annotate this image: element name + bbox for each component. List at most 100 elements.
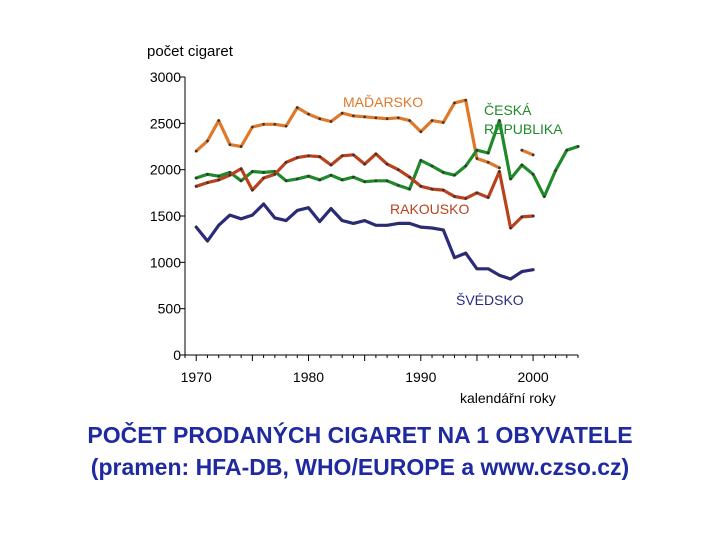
y-tick-label: 1000 bbox=[150, 254, 181, 270]
data-point bbox=[352, 222, 355, 225]
data-point bbox=[352, 153, 355, 157]
data-point bbox=[531, 214, 535, 218]
chart-caption-source: (pramen: HFA-DB, WHO/EUROPE a www.czso.c… bbox=[90, 454, 630, 480]
data-point bbox=[475, 148, 479, 152]
data-point bbox=[498, 274, 501, 277]
data-point bbox=[397, 222, 400, 225]
data-point bbox=[408, 222, 411, 225]
data-point bbox=[509, 177, 512, 181]
series-line-0 bbox=[194, 98, 535, 170]
data-point bbox=[419, 130, 423, 133]
data-point bbox=[475, 191, 479, 195]
data-point bbox=[295, 209, 299, 212]
data-point bbox=[453, 101, 456, 105]
data-point bbox=[239, 217, 243, 221]
data-point bbox=[340, 219, 344, 222]
x-tick-label: 2000 bbox=[518, 369, 549, 385]
data-point bbox=[430, 187, 434, 191]
data-point bbox=[217, 174, 220, 178]
data-point bbox=[194, 149, 198, 153]
series-label: ČESKÁ bbox=[484, 102, 532, 118]
y-tick-label: 1500 bbox=[150, 208, 181, 224]
data-point bbox=[295, 106, 299, 109]
data-point bbox=[340, 178, 344, 182]
data-point bbox=[453, 256, 456, 260]
data-point bbox=[543, 195, 546, 198]
data-point bbox=[464, 251, 468, 255]
data-point bbox=[430, 164, 434, 168]
data-point bbox=[284, 160, 288, 164]
data-point bbox=[464, 98, 468, 102]
data-point bbox=[554, 169, 557, 172]
data-point bbox=[318, 155, 322, 158]
data-point bbox=[363, 219, 366, 222]
data-point bbox=[217, 223, 220, 227]
data-point bbox=[329, 173, 333, 177]
data-point bbox=[520, 215, 524, 219]
data-point bbox=[228, 173, 232, 177]
data-point bbox=[509, 226, 512, 230]
series-label: MAĎARSKO bbox=[343, 94, 423, 110]
data-point bbox=[498, 119, 501, 122]
data-point bbox=[217, 178, 220, 182]
data-point bbox=[565, 148, 569, 152]
data-point bbox=[520, 270, 524, 273]
data-point bbox=[273, 122, 277, 126]
data-point bbox=[430, 119, 434, 122]
data-point bbox=[363, 115, 366, 119]
series-label: REPUBLIKA bbox=[484, 121, 563, 137]
data-point bbox=[251, 170, 254, 173]
data-point bbox=[352, 175, 355, 179]
data-point bbox=[486, 160, 490, 164]
data-point bbox=[385, 179, 389, 183]
data-point bbox=[262, 176, 265, 180]
data-point bbox=[464, 197, 468, 200]
x-tick-label: 1990 bbox=[405, 369, 436, 385]
data-point bbox=[576, 145, 580, 148]
x-tick-label: 1970 bbox=[181, 369, 212, 385]
data-point bbox=[262, 122, 265, 126]
data-point bbox=[307, 154, 310, 158]
series-line-3 bbox=[194, 202, 535, 281]
data-point bbox=[408, 175, 411, 179]
data-point bbox=[453, 173, 456, 177]
y-axis-title: počet cigaret bbox=[147, 43, 233, 60]
y-tick-label: 500 bbox=[158, 301, 182, 317]
data-point bbox=[307, 174, 310, 178]
data-point bbox=[284, 124, 288, 128]
data-point bbox=[206, 139, 209, 143]
data-point bbox=[217, 119, 220, 122]
y-tick-label: 0 bbox=[173, 347, 181, 363]
data-point bbox=[284, 219, 288, 222]
series-label: RAKOUSKO bbox=[390, 201, 469, 217]
data-point bbox=[475, 267, 479, 271]
data-point bbox=[239, 145, 243, 148]
data-point bbox=[194, 225, 198, 229]
data-point bbox=[486, 151, 490, 155]
data-point bbox=[397, 116, 400, 120]
x-axis-title: kalendářní roky bbox=[460, 390, 556, 406]
data-point bbox=[408, 119, 411, 122]
data-point bbox=[374, 116, 378, 120]
data-point bbox=[262, 171, 265, 174]
data-point bbox=[340, 111, 344, 115]
data-point bbox=[340, 154, 344, 158]
series-label: ŠVÉDSKO bbox=[456, 292, 524, 308]
data-point bbox=[520, 148, 524, 152]
data-point bbox=[206, 181, 209, 184]
y-tick-label: 2500 bbox=[150, 115, 181, 131]
data-point bbox=[531, 268, 535, 272]
data-point bbox=[295, 177, 299, 181]
data-point bbox=[307, 206, 310, 209]
data-point bbox=[498, 166, 501, 170]
data-point bbox=[251, 213, 254, 217]
data-point bbox=[441, 171, 445, 174]
data-point bbox=[206, 173, 209, 176]
chart-caption-title: POČET PRODANÝCH CIGARET NA 1 OBYVATELE bbox=[87, 422, 633, 448]
data-point bbox=[251, 188, 254, 192]
y-tick-label: 2000 bbox=[150, 162, 181, 178]
data-point bbox=[385, 117, 389, 120]
data-point bbox=[441, 228, 445, 232]
data-point bbox=[363, 162, 366, 166]
data-point bbox=[475, 157, 479, 160]
